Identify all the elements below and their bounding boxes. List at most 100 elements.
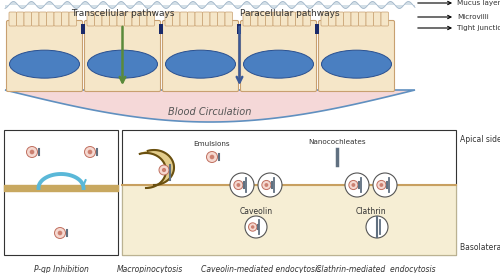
FancyBboxPatch shape bbox=[62, 12, 69, 26]
FancyBboxPatch shape bbox=[162, 20, 238, 91]
FancyBboxPatch shape bbox=[140, 12, 147, 26]
FancyBboxPatch shape bbox=[46, 12, 54, 26]
FancyBboxPatch shape bbox=[218, 12, 225, 26]
FancyBboxPatch shape bbox=[210, 12, 218, 26]
FancyBboxPatch shape bbox=[366, 12, 374, 26]
Bar bbox=[158, 24, 162, 34]
Circle shape bbox=[245, 216, 267, 238]
FancyBboxPatch shape bbox=[280, 12, 288, 26]
Polygon shape bbox=[140, 150, 174, 188]
Bar bbox=[4, 130, 118, 255]
Text: Clathrin-mediated  endocytosis: Clathrin-mediated endocytosis bbox=[316, 265, 436, 273]
FancyBboxPatch shape bbox=[381, 12, 388, 26]
Text: Mucus layer: Mucus layer bbox=[457, 0, 500, 6]
Text: Macropinocytosis: Macropinocytosis bbox=[117, 265, 183, 273]
Circle shape bbox=[349, 180, 358, 189]
FancyBboxPatch shape bbox=[374, 12, 381, 26]
FancyBboxPatch shape bbox=[195, 12, 202, 26]
FancyBboxPatch shape bbox=[351, 12, 358, 26]
Circle shape bbox=[54, 227, 66, 239]
FancyBboxPatch shape bbox=[87, 12, 94, 26]
Text: Microvilli: Microvilli bbox=[457, 14, 489, 20]
FancyBboxPatch shape bbox=[328, 12, 336, 26]
FancyBboxPatch shape bbox=[94, 12, 102, 26]
Circle shape bbox=[159, 165, 169, 175]
FancyBboxPatch shape bbox=[32, 12, 39, 26]
FancyBboxPatch shape bbox=[344, 12, 351, 26]
Ellipse shape bbox=[88, 50, 158, 78]
Circle shape bbox=[230, 173, 254, 197]
FancyBboxPatch shape bbox=[172, 12, 180, 26]
Circle shape bbox=[258, 173, 282, 197]
FancyBboxPatch shape bbox=[303, 12, 310, 26]
FancyBboxPatch shape bbox=[318, 20, 394, 91]
Bar bbox=[314, 24, 318, 34]
FancyBboxPatch shape bbox=[296, 12, 303, 26]
FancyBboxPatch shape bbox=[117, 12, 124, 26]
Circle shape bbox=[352, 183, 356, 187]
FancyBboxPatch shape bbox=[69, 12, 76, 26]
FancyBboxPatch shape bbox=[225, 12, 232, 26]
Ellipse shape bbox=[244, 50, 314, 78]
Circle shape bbox=[30, 150, 35, 154]
Circle shape bbox=[345, 173, 369, 197]
FancyBboxPatch shape bbox=[165, 12, 172, 26]
Text: Caveolin-mediated endocytosis: Caveolin-mediated endocytosis bbox=[201, 265, 321, 273]
Circle shape bbox=[264, 183, 268, 187]
Text: Blood Circulation: Blood Circulation bbox=[168, 107, 252, 117]
FancyBboxPatch shape bbox=[266, 12, 273, 26]
FancyBboxPatch shape bbox=[180, 12, 188, 26]
Circle shape bbox=[58, 231, 62, 235]
Circle shape bbox=[234, 180, 243, 189]
FancyBboxPatch shape bbox=[288, 12, 296, 26]
FancyBboxPatch shape bbox=[110, 12, 117, 26]
Text: Basolateral side: Basolateral side bbox=[460, 242, 500, 251]
FancyBboxPatch shape bbox=[9, 12, 16, 26]
Circle shape bbox=[380, 183, 384, 187]
FancyBboxPatch shape bbox=[273, 12, 280, 26]
Circle shape bbox=[377, 180, 386, 189]
Text: Transcellular pathways: Transcellular pathways bbox=[71, 9, 174, 18]
FancyBboxPatch shape bbox=[202, 12, 210, 26]
FancyBboxPatch shape bbox=[358, 12, 366, 26]
FancyBboxPatch shape bbox=[39, 12, 46, 26]
FancyBboxPatch shape bbox=[336, 12, 344, 26]
Text: Apical side: Apical side bbox=[460, 135, 500, 144]
FancyBboxPatch shape bbox=[321, 12, 328, 26]
FancyBboxPatch shape bbox=[6, 20, 82, 91]
FancyBboxPatch shape bbox=[16, 12, 24, 26]
Text: Clathrin: Clathrin bbox=[356, 207, 386, 216]
FancyBboxPatch shape bbox=[124, 12, 132, 26]
FancyBboxPatch shape bbox=[188, 12, 195, 26]
Bar bbox=[80, 24, 84, 34]
FancyBboxPatch shape bbox=[102, 12, 110, 26]
FancyBboxPatch shape bbox=[84, 20, 160, 91]
Circle shape bbox=[251, 225, 254, 229]
FancyBboxPatch shape bbox=[240, 20, 316, 91]
Text: Tight junction: Tight junction bbox=[457, 25, 500, 31]
Circle shape bbox=[84, 147, 96, 158]
Circle shape bbox=[248, 223, 257, 231]
FancyBboxPatch shape bbox=[258, 12, 266, 26]
Text: Paracellular pathways: Paracellular pathways bbox=[240, 9, 340, 18]
Polygon shape bbox=[5, 1, 415, 8]
Ellipse shape bbox=[166, 50, 236, 78]
Circle shape bbox=[88, 150, 92, 154]
Text: Nanocochleates: Nanocochleates bbox=[308, 139, 366, 145]
Ellipse shape bbox=[322, 50, 392, 78]
Circle shape bbox=[206, 152, 218, 162]
FancyBboxPatch shape bbox=[147, 12, 154, 26]
FancyBboxPatch shape bbox=[54, 12, 62, 26]
Bar bbox=[122, 130, 456, 255]
FancyBboxPatch shape bbox=[250, 12, 258, 26]
Bar bbox=[236, 24, 240, 34]
FancyBboxPatch shape bbox=[24, 12, 32, 26]
FancyBboxPatch shape bbox=[132, 12, 140, 26]
Circle shape bbox=[162, 168, 166, 172]
Text: Emulsions: Emulsions bbox=[194, 141, 230, 147]
Text: P-gp Inhibition: P-gp Inhibition bbox=[34, 265, 88, 273]
FancyBboxPatch shape bbox=[243, 12, 250, 26]
Circle shape bbox=[373, 173, 397, 197]
Circle shape bbox=[26, 147, 38, 158]
Circle shape bbox=[262, 180, 271, 189]
